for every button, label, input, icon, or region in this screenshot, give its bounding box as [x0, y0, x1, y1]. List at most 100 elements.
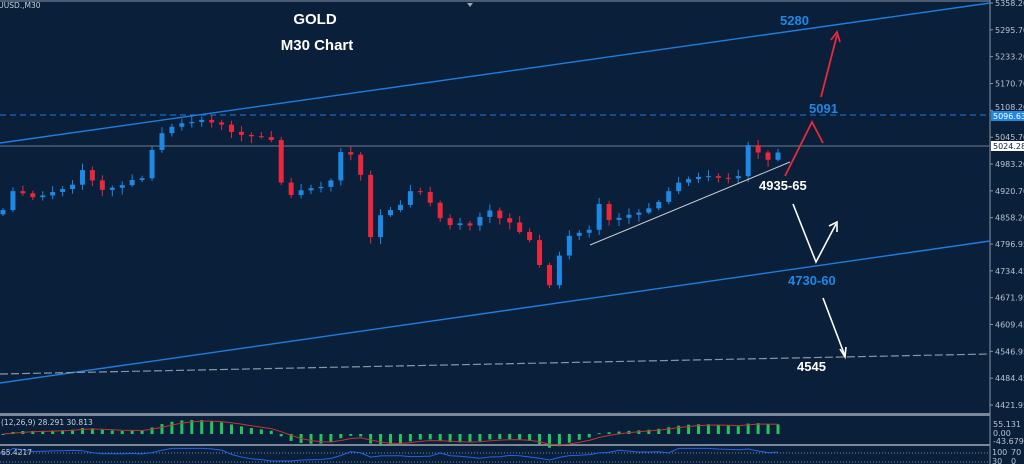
macd-indicator[interactable] [1, 420, 780, 448]
candle-body [30, 193, 36, 198]
candle-body [99, 180, 105, 190]
candle-body [368, 174, 374, 238]
candle-body [20, 191, 26, 194]
candle-body [725, 177, 731, 179]
support-label-4935-65: 4935-65 [759, 178, 807, 193]
candle-body [517, 222, 523, 232]
macd-histogram-bar [349, 434, 353, 436]
candle-body [298, 190, 304, 196]
candle-body [546, 265, 552, 286]
candle-body [238, 131, 244, 135]
macd-histogram-bar [667, 427, 671, 434]
candle-body [676, 182, 682, 192]
candle-body [616, 217, 622, 220]
candle-body [288, 182, 294, 196]
macd-histogram-bar [319, 434, 323, 444]
macd-histogram-bar [498, 434, 502, 440]
chart-title: GOLD [293, 11, 336, 28]
macd-histogram-bar [170, 421, 174, 434]
upper-channel-line[interactable] [0, 2, 991, 144]
symbol-label: XAUUSD.,M30 [0, 1, 41, 10]
candle-body [308, 188, 314, 191]
macd-histogram-bar [408, 434, 412, 442]
macd-histogram-bar [766, 424, 770, 434]
candle-body [0, 210, 6, 215]
short-term-trend-line[interactable] [589, 161, 791, 246]
candle-body [229, 124, 235, 132]
rsi-tick: 0 [1011, 457, 1016, 464]
macd-histogram-bar [746, 423, 750, 434]
macd-histogram-bar [190, 420, 194, 434]
arrow-head-icon [830, 30, 841, 43]
candle-body [159, 133, 165, 150]
macd-histogram-bar [120, 430, 124, 434]
current-price-text: 5024.28 [993, 142, 1024, 151]
macd-histogram-bar [448, 434, 452, 443]
lower-channel-line[interactable] [0, 240, 991, 384]
macd-histogram-bar [647, 429, 651, 434]
y-tick-label: 5045.70 [995, 133, 1024, 142]
price-axis[interactable]: 5358.20 5295.70 5233.20 5170.70 5108.20 5045.… [990, 0, 1024, 410]
candle-body [199, 119, 205, 123]
macd-histogram-bar [160, 424, 164, 434]
macd-histogram-bar [508, 434, 512, 439]
candle-body [686, 179, 692, 183]
macd-histogram-bar [597, 433, 601, 435]
macd-histogram-bar [110, 430, 114, 434]
candle-body [397, 204, 403, 211]
y-tick-label: 5233.20 [995, 53, 1024, 62]
macd-histogram-bar [687, 424, 691, 434]
candle-body [576, 232, 582, 236]
macd-histogram-bar [726, 425, 730, 434]
macd-histogram-bar [230, 424, 234, 434]
rsi-tick: 100 [992, 448, 1007, 457]
candle-body [636, 212, 642, 215]
candle-body [765, 152, 771, 160]
macd-histogram-bar [697, 424, 701, 434]
macd-histogram-bar [567, 434, 571, 443]
candle-body [527, 231, 533, 241]
candle-body [248, 134, 254, 137]
arrow-head-icon [839, 346, 847, 360]
macd-histogram-bar [677, 425, 681, 434]
candle-body [407, 191, 413, 205]
macd-histogram-bar [587, 434, 591, 438]
candle-body [566, 235, 572, 256]
macd-histogram-bar [220, 422, 224, 434]
macd-histogram-bar [458, 434, 462, 443]
support-trend-line[interactable] [0, 353, 991, 375]
candle-body [705, 176, 711, 178]
macd-histogram-bar [150, 427, 154, 434]
candle-body [666, 191, 672, 202]
candle-body [358, 154, 364, 175]
y-tick-label: 4983.20 [995, 160, 1024, 169]
rsi-indicator[interactable] [2, 447, 779, 462]
y-tick-label: 4671.95 [995, 294, 1024, 303]
candle-body [497, 210, 503, 219]
macd-histogram-bar [756, 423, 760, 434]
macd-histogram-bar [100, 429, 104, 434]
macd-histogram-bar [71, 429, 75, 434]
macd-histogram-bar [80, 427, 84, 434]
white-arrow-down [822, 297, 846, 357]
main-panel-separator[interactable] [0, 413, 990, 416]
macd-histogram-bar [269, 430, 273, 434]
candle-body [537, 240, 543, 266]
macd-histogram-bar [398, 434, 402, 444]
macd-panel-separator[interactable] [0, 444, 990, 446]
candle-body [139, 178, 145, 180]
macd-histogram-bar [249, 428, 253, 434]
candle-body [427, 192, 433, 203]
macd-histogram-bar [488, 434, 492, 440]
macd-histogram-bar [200, 420, 204, 434]
y-tick-label: 5108.20 [995, 103, 1024, 112]
candle-body [417, 191, 423, 193]
candle-body [437, 202, 443, 219]
candle-body [775, 152, 781, 160]
chart-shift-marker-icon[interactable] [467, 3, 473, 7]
resistance-price-badge [991, 111, 1024, 121]
candle-body [328, 180, 334, 187]
red-zigzag-path [784, 120, 824, 177]
